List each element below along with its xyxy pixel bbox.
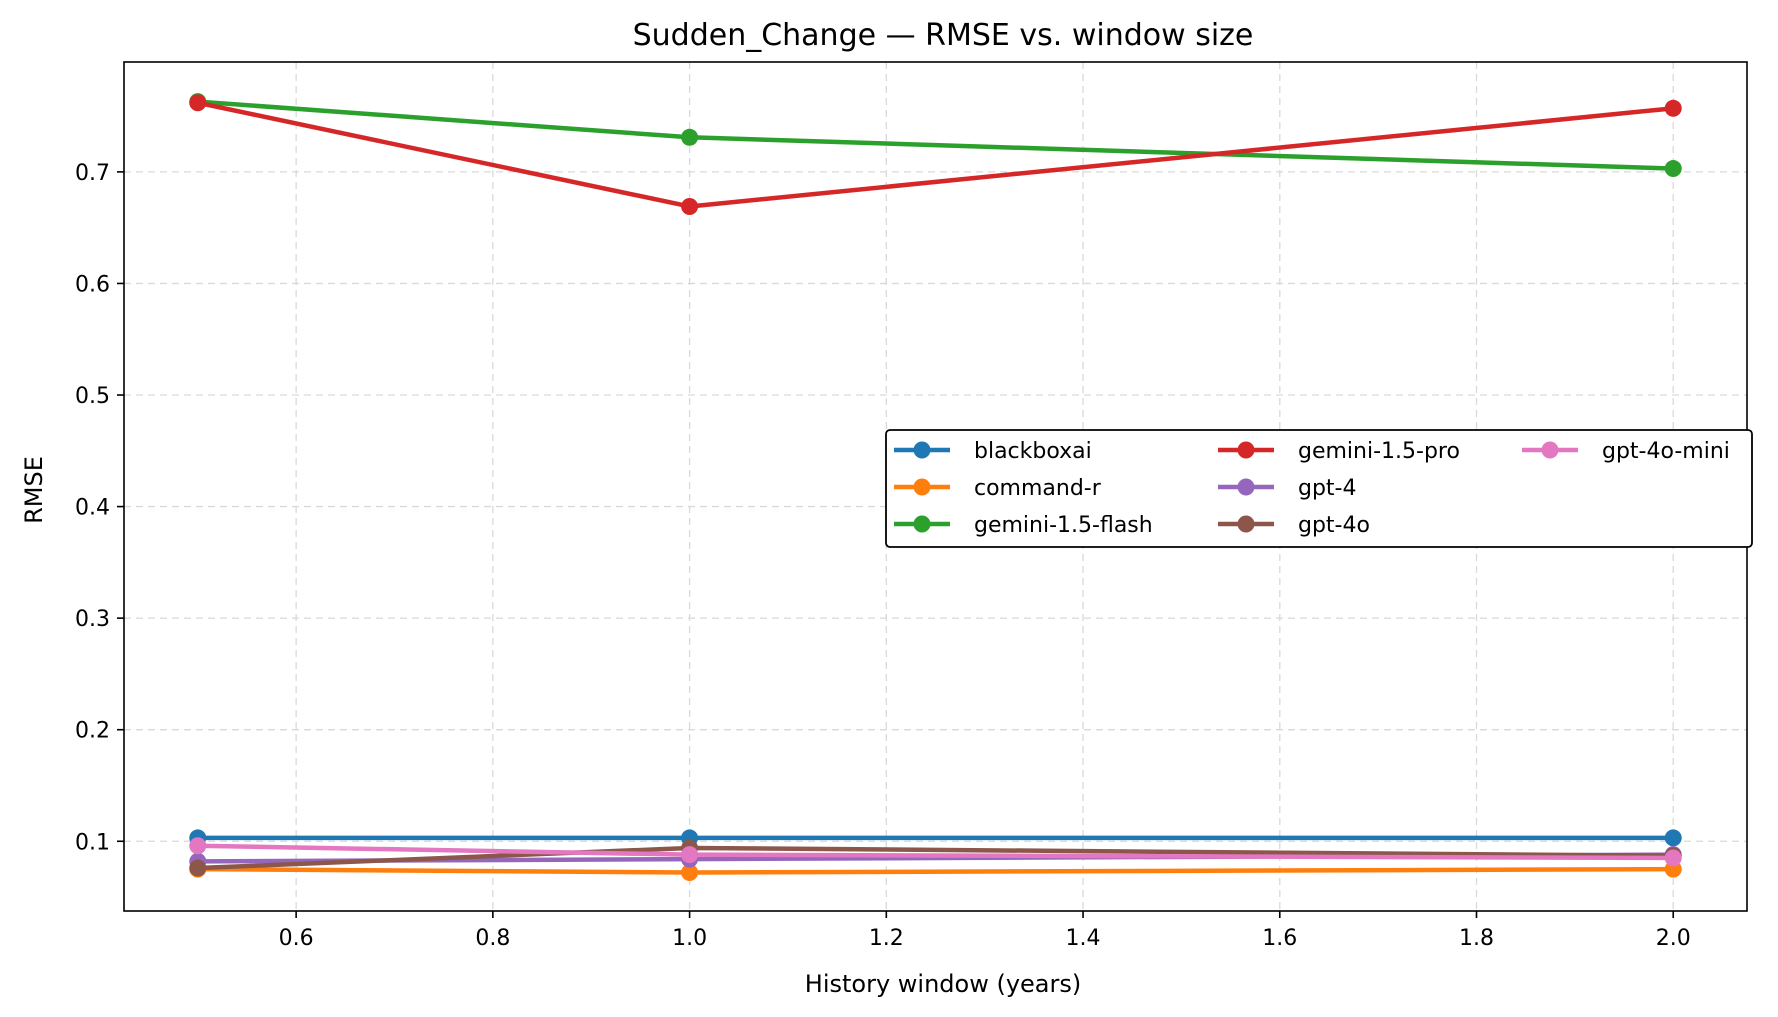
x-tick-label: 1.0	[672, 926, 707, 951]
x-tick-label: 1.2	[869, 926, 904, 951]
x-tick-label: 1.4	[1066, 926, 1101, 951]
y-tick-label: 0.7	[75, 161, 110, 186]
legend-swatch-marker	[913, 515, 931, 533]
series-gpt-4o-mini	[189, 837, 1682, 867]
y-tick-label: 0.2	[75, 719, 110, 744]
data-point	[1664, 99, 1682, 117]
legend-item-gpt-4o-mini: gpt-4o-mini	[1522, 439, 1730, 464]
legend-item-command-r: command-r	[894, 476, 1102, 501]
x-tick-label: 1.8	[1459, 926, 1494, 951]
data-point	[681, 128, 699, 146]
legend-swatch-marker	[913, 478, 931, 496]
legend-swatch-marker	[1541, 441, 1559, 459]
series-command-r	[189, 860, 1682, 882]
legend-swatch-marker	[913, 441, 931, 459]
y-tick-label: 0.1	[75, 830, 110, 855]
data-point	[1664, 160, 1682, 178]
data-point	[681, 197, 699, 215]
series-line	[195, 866, 1676, 875]
legend-label: gpt-4o	[1298, 513, 1370, 538]
legend-item-gemini-1.5-pro: gemini-1.5-pro	[1218, 439, 1460, 464]
data-point	[189, 859, 207, 877]
legend-frame	[885, 429, 1753, 548]
data-point	[1664, 849, 1682, 867]
legend-label: blackboxai	[974, 439, 1092, 464]
data-point	[681, 864, 699, 882]
legend-item-gpt-4o: gpt-4o	[1218, 513, 1370, 538]
legend-label: gpt-4o-mini	[1602, 439, 1730, 464]
legend-item-blackboxai: blackboxai	[894, 439, 1092, 464]
series-line	[195, 99, 1676, 171]
x-tick-label: 0.8	[475, 926, 510, 951]
y-tick-label: 0.5	[75, 384, 110, 409]
legend-item-gemini-1.5-flash: gemini-1.5-flash	[894, 513, 1153, 538]
data-point	[1664, 829, 1682, 847]
legend-swatch-marker	[1237, 515, 1255, 533]
series-gemini-1.5-pro	[189, 94, 1682, 215]
legend-label: gemini-1.5-pro	[1298, 439, 1460, 464]
legend-label: gpt-4	[1298, 476, 1357, 501]
legend: blackboxai command-r gemini-1.5-flash gemin…	[885, 429, 1753, 548]
legend-label: command-r	[974, 476, 1102, 501]
series-gemini-1.5-flash	[189, 93, 1682, 178]
y-axis-label: RMSE	[20, 456, 48, 524]
data-point	[681, 846, 699, 864]
y-tick-label: 0.4	[75, 496, 110, 521]
x-tick-label: 1.6	[1262, 926, 1297, 951]
y-tick-label: 0.6	[75, 272, 110, 297]
chart-title: Sudden_Change — RMSE vs. window size	[633, 18, 1254, 53]
series-blackboxai	[189, 829, 1682, 847]
legend-label: gemini-1.5-flash	[974, 513, 1153, 538]
legend-swatch-marker	[1237, 441, 1255, 459]
x-tick-label: 2.0	[1656, 926, 1691, 951]
legend-item-gpt-4: gpt-4	[1218, 476, 1357, 501]
x-axis-label: History window (years)	[805, 970, 1081, 998]
x-tick-label: 0.6	[279, 926, 314, 951]
legend-swatch-marker	[1237, 478, 1255, 496]
y-tick-label: 0.3	[75, 607, 110, 632]
data-point	[189, 837, 207, 855]
data-point	[189, 94, 207, 112]
